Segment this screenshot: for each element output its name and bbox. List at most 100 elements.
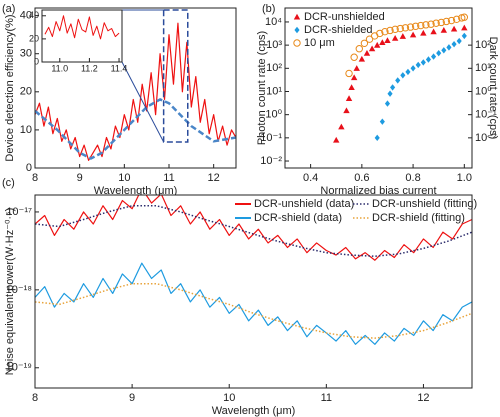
y2-tick-label: 10² bbox=[475, 39, 491, 51]
x-tick-label: 12 bbox=[417, 392, 429, 404]
diamond-marker bbox=[390, 84, 396, 91]
diamond-marker bbox=[395, 77, 401, 84]
zoom-box bbox=[162, 9, 189, 143]
legend-label: DCR-unshielded bbox=[304, 11, 385, 23]
y-tick-label: 20 bbox=[20, 86, 32, 98]
panel: 8 9 10 11 12 10⁻¹⁹ 10⁻¹⁸ 10⁻¹⁷ (c) Wavelength (μm… bbox=[2, 177, 477, 417]
panel-label: (a) bbox=[2, 3, 15, 15]
y-tick-label: 0 bbox=[26, 162, 32, 174]
series-line bbox=[35, 22, 236, 161]
y-tick-label: 0 bbox=[34, 56, 39, 66]
legend-label: DCR-unshield (data) bbox=[254, 198, 354, 210]
circle-marker bbox=[432, 19, 440, 27]
circle-marker bbox=[386, 26, 394, 35]
triangle-marker bbox=[461, 24, 468, 31]
circle-marker bbox=[376, 29, 384, 38]
diamond-marker bbox=[384, 100, 391, 107]
x-tick-label: 8 bbox=[32, 392, 38, 404]
diamond-marker bbox=[387, 90, 393, 97]
triangle-marker bbox=[368, 45, 376, 52]
circle-marker bbox=[381, 27, 389, 36]
y-tick-label: 10⁻² bbox=[260, 155, 282, 167]
circle-marker bbox=[447, 16, 456, 25]
diamond-marker bbox=[431, 53, 437, 60]
legend-label: DCR-unshield (fitting) bbox=[372, 198, 477, 210]
y-tick-label: 10⁴ bbox=[265, 16, 282, 28]
y-tick-label: 30 bbox=[20, 48, 32, 60]
triangle-marker bbox=[343, 107, 350, 114]
diamond-marker bbox=[451, 40, 457, 48]
diamond-marker bbox=[441, 47, 447, 54]
y2-tick-label: 10⁻¹ bbox=[475, 109, 497, 121]
y-tick-label: 10⁻¹⁷ bbox=[6, 206, 32, 218]
y-tick-label: 20 bbox=[29, 33, 39, 43]
x-tick-label: 12 bbox=[208, 172, 220, 184]
diamond-marker bbox=[294, 26, 300, 34]
triangle-marker bbox=[345, 95, 353, 102]
x-tick-label: 1.0 bbox=[457, 172, 472, 184]
triangle-marker bbox=[333, 136, 340, 143]
diamond-marker bbox=[405, 68, 411, 76]
triangle-marker bbox=[338, 123, 345, 130]
x-tick-label: 9 bbox=[129, 392, 135, 404]
triangle-marker bbox=[358, 55, 366, 62]
triangle-marker bbox=[379, 39, 386, 46]
circle-marker bbox=[460, 13, 469, 21]
x-axis-label: Normalized bias current bbox=[320, 185, 436, 197]
circle-marker bbox=[442, 17, 451, 26]
circle-marker bbox=[401, 24, 410, 32]
y-tick-label: 10¹ bbox=[266, 85, 282, 97]
x-axis-label: Wavelength (μm) bbox=[94, 185, 178, 197]
x-tick-label: 11.2 bbox=[81, 63, 98, 73]
x-tick-label: 8 bbox=[32, 172, 38, 184]
triangle-marker bbox=[374, 41, 381, 48]
x-tick-label: 0.4 bbox=[303, 172, 318, 184]
diamond-marker bbox=[420, 59, 426, 66]
circle-marker bbox=[360, 39, 369, 47]
diamond-marker bbox=[415, 61, 421, 69]
triangle-marker bbox=[420, 29, 427, 36]
triangle-marker bbox=[430, 28, 437, 35]
circle-marker bbox=[422, 21, 430, 29]
panel: 8 9 10 11 12 0 10 20 30 40 (a) Wavelength (μm) Devic… bbox=[2, 3, 237, 197]
triangle-marker bbox=[348, 84, 355, 90]
x-tick-label: 0.6 bbox=[354, 172, 369, 184]
y-axis-label: Photon count rate (cps) bbox=[256, 31, 268, 145]
y-tick-label: 10⁻¹⁹ bbox=[6, 362, 32, 374]
circle-marker bbox=[396, 24, 404, 33]
y-axis-label: Device detection efficiency(%) bbox=[4, 14, 16, 161]
plot-background bbox=[35, 195, 472, 388]
diamond-marker bbox=[446, 44, 452, 51]
y2-axis-label: Dark count rate (cps) bbox=[487, 37, 499, 140]
x-tick-label: 11.4 bbox=[111, 63, 128, 73]
plot-frame bbox=[284, 7, 473, 169]
diamond-marker bbox=[436, 49, 442, 57]
series-line bbox=[44, 15, 120, 40]
y2-tick-label: 10¹ bbox=[475, 62, 491, 74]
diamond-marker bbox=[410, 65, 416, 72]
panel: 11.0 11.2 11.4 0 20 40 bbox=[29, 9, 128, 73]
series-group bbox=[35, 22, 236, 161]
y-tick-label: 10³ bbox=[266, 39, 282, 51]
panel-label: (c) bbox=[2, 177, 15, 189]
y2-tick-label: 10⁻² bbox=[475, 132, 497, 144]
circle-marker bbox=[427, 20, 435, 28]
diamond-marker bbox=[461, 32, 467, 40]
circle-marker bbox=[365, 35, 374, 43]
triangle-marker bbox=[409, 31, 417, 38]
y-tick-label: 40 bbox=[20, 10, 32, 22]
circle-marker bbox=[345, 69, 353, 78]
x-tick-label: 11.0 bbox=[51, 63, 68, 73]
triangle-marker bbox=[353, 65, 360, 71]
x-tick-label: 11 bbox=[163, 172, 174, 184]
series-group bbox=[44, 15, 120, 40]
series-group bbox=[35, 195, 472, 345]
plot-background bbox=[285, 8, 472, 168]
plot-frame bbox=[41, 9, 123, 63]
triangle-marker bbox=[363, 49, 371, 56]
x-tick-label: 11 bbox=[321, 392, 332, 404]
legend-label: DCR-shielded bbox=[304, 24, 372, 36]
y-tick-label: 10⁰ bbox=[265, 109, 282, 121]
diamond-marker bbox=[374, 134, 380, 142]
triangle-marker bbox=[384, 37, 391, 43]
